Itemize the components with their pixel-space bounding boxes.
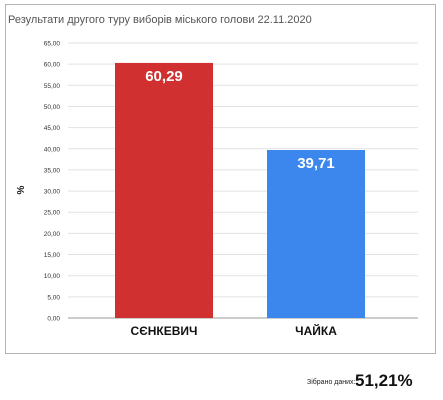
bar-value-label: 39,71	[297, 155, 335, 172]
data-collected-label: Зібрано даних:	[307, 379, 356, 386]
bar-2	[267, 149, 365, 318]
y-tick-label: 45,00	[44, 125, 61, 132]
y-tick-label: 40,00	[44, 146, 61, 153]
y-tick-label: 15,00	[44, 252, 61, 259]
data-collected-value: 51,21%	[355, 371, 413, 390]
y-tick-label: 50,00	[44, 104, 61, 111]
y-tick-label: 10,00	[44, 273, 61, 280]
y-tick-label: 0,00	[47, 316, 60, 323]
bar-chart: 0,00 5,00 10,00 15,00 20,00 25,00 30,00 35,00 40…	[16, 41, 418, 338]
y-axis-label: %	[16, 185, 27, 194]
y-tick-label: 65,00	[44, 41, 61, 48]
chart-title: Результати другого туру виборів міського…	[8, 14, 312, 26]
bar-value-label: 60,29	[145, 68, 183, 85]
y-tick-label: 30,00	[44, 189, 61, 196]
y-tick-label: 35,00	[44, 167, 61, 174]
y-tick-label: 25,00	[44, 210, 61, 217]
y-tick-label: 20,00	[44, 231, 61, 238]
x-category-label: ЧАЙКА	[295, 323, 337, 338]
y-tick-label: 60,00	[44, 62, 61, 69]
y-tick-label: 5,00	[47, 294, 60, 301]
bar-1	[115, 62, 213, 318]
y-tick-label: 55,00	[44, 83, 61, 90]
x-category-label: СЄНКЕВИЧ	[131, 324, 198, 338]
